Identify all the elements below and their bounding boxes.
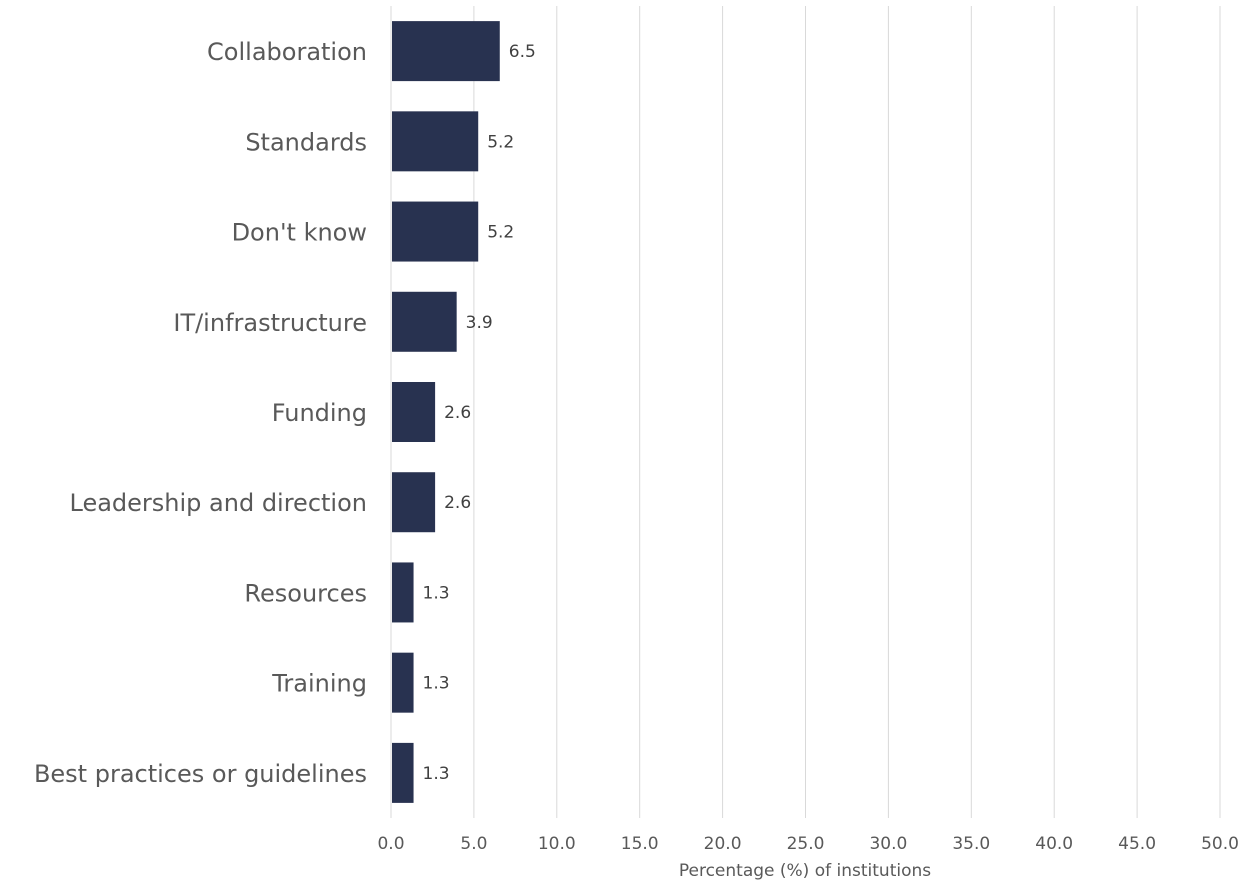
x-tick-label: 40.0 (1035, 834, 1073, 854)
bar (392, 21, 500, 82)
bar (392, 291, 457, 352)
x-tick-label: 10.0 (538, 834, 576, 854)
x-tick-label: 50.0 (1201, 834, 1239, 854)
category-label: Standards (245, 128, 367, 156)
category-label: IT/infrastructure (173, 309, 367, 337)
category-label: Training (271, 670, 367, 698)
data-label: 3.9 (466, 313, 493, 333)
bars (392, 21, 500, 803)
x-tick-label: 30.0 (869, 834, 907, 854)
x-tick-label: 20.0 (704, 834, 742, 854)
bar (392, 111, 479, 172)
data-label: 5.2 (487, 132, 514, 152)
bar (392, 652, 414, 713)
data-label: 5.2 (487, 223, 514, 243)
data-labels: 6.5 5.2 5.2 3.9 2.6 2.6 1.3 1.3 1.3 (423, 42, 536, 784)
category-label: Funding (272, 399, 367, 427)
bar (392, 562, 414, 623)
bar (392, 742, 414, 803)
x-tick-label: 15.0 (621, 834, 659, 854)
x-tick-label: 25.0 (787, 834, 825, 854)
x-tick-label: 5.0 (460, 834, 487, 854)
data-label: 1.3 (423, 674, 450, 694)
x-tick-label: 0.0 (377, 834, 404, 854)
category-label: Resources (244, 579, 367, 607)
category-label: Don't know (232, 219, 367, 247)
bar (392, 201, 479, 262)
x-tick-labels: 0.0 5.0 10.0 15.0 20.0 25.0 30.0 35.0 40.0 45.0 50… (377, 834, 1238, 854)
data-label: 1.3 (423, 583, 450, 603)
category-label: Collaboration (207, 38, 367, 66)
bar (392, 472, 436, 533)
gridlines (390, 6, 1221, 818)
x-tick-label: 45.0 (1118, 834, 1156, 854)
category-label: Leadership and direction (70, 489, 368, 517)
data-label: 6.5 (509, 42, 536, 62)
data-label: 2.6 (444, 493, 471, 513)
data-label: 2.6 (444, 403, 471, 423)
x-tick-label: 35.0 (952, 834, 990, 854)
data-label: 1.3 (423, 764, 450, 784)
x-axis-title: Percentage (%) of institutions (679, 861, 931, 881)
category-labels: Collaboration Standards Don't know IT/infra… (34, 38, 367, 788)
bar (392, 382, 436, 442)
category-label: Best practices or guidelines (34, 760, 367, 788)
